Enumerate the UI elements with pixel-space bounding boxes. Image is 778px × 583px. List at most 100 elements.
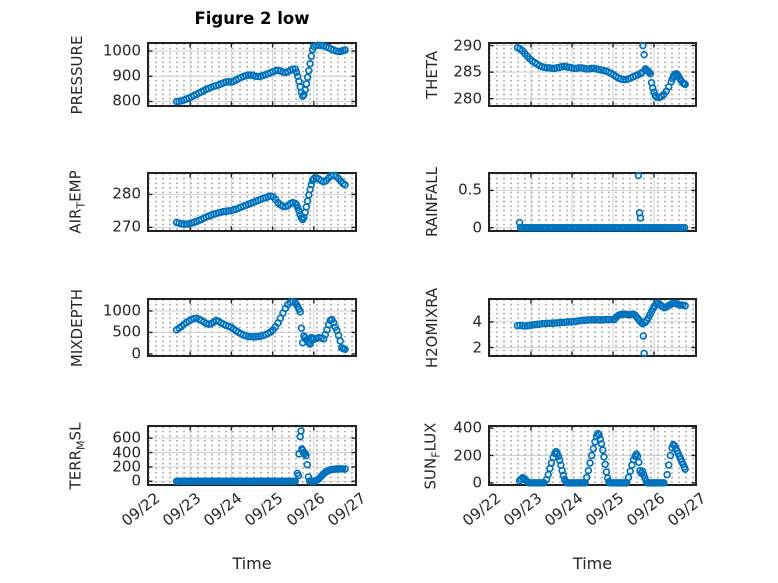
y-tick-label: 900 [112,66,141,85]
data-point [302,452,310,460]
y-tick-label: 800 [112,91,141,110]
data-point [635,458,643,467]
data-point [589,444,598,453]
y-axis-label: TERRMSL [66,422,88,489]
data-point [586,459,594,467]
data-point [634,171,643,180]
figure-title: Figure 2 low [194,9,310,28]
plot-area [490,299,695,358]
plot-area [490,41,695,105]
data-point [296,432,304,441]
plot-area [490,171,695,232]
y-tick-label: 2 [472,338,482,357]
data-point [307,180,316,189]
data-point [589,316,598,324]
y-tick-label: 400 [112,443,141,462]
data-point [601,460,609,469]
y-axis-label: MIXDEPTH [68,288,86,367]
data-point [626,467,634,476]
subplot-terr-msl: 0 200 400 600 TERRMSL 09/22 09/23 09/24 09/25 09/… [66,422,370,573]
subplot-air-temp: 270 280 AIRTEMP [67,170,357,234]
data-point [554,452,563,460]
data-point [341,465,349,473]
data-point [640,470,648,479]
subplot-rainfall: 0 0.5 RAINFALL [423,167,697,237]
data-point [595,431,603,439]
y-tick-label: 0 [472,218,482,237]
data-point [336,337,344,345]
data-point [319,335,328,343]
data-point [583,473,591,482]
data-point [565,318,573,326]
y-tick-label: 0.5 [458,180,482,199]
data-point [600,453,608,461]
data-point [680,223,689,232]
x-axis-label: Time [572,554,613,573]
data-point [681,80,689,89]
data-point [292,68,301,76]
subplot-sun-flux: 0 200 400 SUNFLUX 09/22 09/23 09/24 09/25 09/26 0… [421,418,710,573]
data-point [297,324,306,332]
y-tick-label: 0 [131,344,141,363]
data-point [604,315,613,324]
data-point [559,471,568,480]
data-point [663,470,671,479]
data-point [303,197,312,205]
subplot-pressure: 800 900 1000 PRESSURE [68,35,357,114]
y-tick-label: 200 [453,446,482,464]
data-point [681,465,689,473]
y-tick-label: 0 [131,471,141,490]
data-point [584,466,593,475]
data-point [681,302,689,310]
subplot-h2omixra: 2 4 H2OMIXRA [423,287,697,368]
data-point [640,50,648,59]
data-point [548,319,556,327]
subplot-theta: 280 285 290 THETA [423,38,697,107]
plot-area [490,427,695,487]
y-tick-label: 285 [453,62,482,81]
subplot-mixdepth: 0 500 1000 MIXDEPTH [68,288,357,367]
data-point [303,460,311,469]
y-tick-label: 1000 [102,301,141,320]
data-point [297,427,305,435]
y-tick-label: 1000 [102,41,141,60]
data-point [624,473,633,482]
data-point [666,451,675,460]
data-point [294,471,303,480]
data-point [646,69,655,78]
x-axis-label: Time [232,554,272,573]
plot-area [149,171,355,230]
y-tick-label: 600 [112,428,141,447]
data-point [302,203,311,211]
y-axis-label: AIRTEMP [66,170,88,234]
y-axis-label: H2OMIXRA [423,287,441,368]
y-tick-label: 200 [112,457,141,476]
data-point [594,316,603,324]
y-tick-label: 0 [472,473,482,492]
data-point [638,467,647,476]
y-tick-label: 280 [453,89,482,108]
data-point [296,308,304,316]
y-axis-label: SUNFLUX [421,422,443,489]
data-point [585,316,593,324]
data-point [602,468,611,476]
data-point [598,446,607,454]
plot-area [149,41,355,106]
data-point [649,84,657,92]
data-point [587,451,596,460]
y-axis-label: PRESSURE [68,35,86,114]
data-point [665,461,673,469]
y-tick-label: 400 [453,418,482,437]
y-tick-label: 290 [453,36,482,55]
data-point [305,66,313,75]
data-point [307,52,316,60]
y-tick-label: 500 [112,322,141,341]
y-axis-label: RAINFALL [423,167,441,237]
data-point [291,477,300,486]
plot-area [149,297,355,355]
data-point [302,80,311,88]
y-axis-label: THETA [423,50,441,99]
y-tick-label: 270 [112,217,141,236]
data-point [341,181,349,189]
y-tick-label: 4 [472,312,482,331]
